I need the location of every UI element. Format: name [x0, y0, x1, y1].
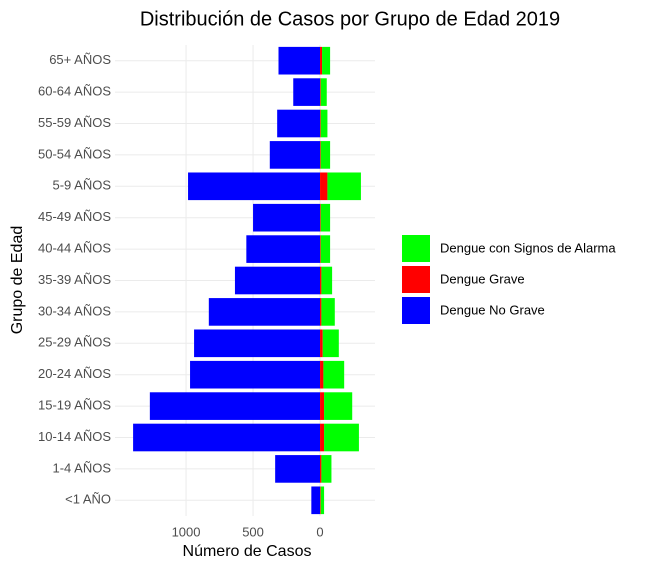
bar — [194, 329, 321, 358]
bar — [321, 266, 333, 295]
bar — [188, 172, 321, 201]
bar — [277, 109, 321, 138]
bar — [320, 329, 323, 358]
bar — [327, 172, 361, 201]
bar — [234, 266, 321, 295]
bar — [320, 298, 322, 326]
y-tick-label: 35-39 AÑOS — [38, 272, 111, 287]
y-tick-label: 50-54 AÑOS — [38, 146, 111, 161]
legend-label: Dengue Grave — [440, 271, 525, 286]
y-tick-label: 45-49 AÑOS — [38, 209, 111, 224]
bar — [253, 203, 321, 232]
legend-label: Dengue con Signos de Alarma — [440, 240, 616, 255]
bar — [269, 141, 321, 169]
y-tick-label: <1 AÑO — [65, 492, 111, 507]
bar — [320, 235, 331, 263]
bar — [320, 141, 331, 169]
bar — [322, 329, 339, 358]
bar — [320, 455, 322, 483]
y-tick-label: 60-64 AÑOS — [38, 84, 111, 99]
y-tick-label: 10-14 AÑOS — [38, 429, 111, 444]
y-tick-label: 65+ AÑOS — [49, 52, 111, 67]
bar — [321, 298, 335, 326]
y-tick-label: 25-29 AÑOS — [38, 335, 111, 350]
bar — [322, 46, 331, 75]
x-tick-label: 0 — [316, 524, 323, 539]
x-tick-label: 1000 — [172, 524, 201, 539]
bar — [275, 455, 321, 483]
bar — [293, 78, 321, 106]
x-tick-label: 500 — [242, 524, 264, 539]
bar — [323, 360, 345, 389]
bar — [320, 109, 328, 138]
bar — [320, 78, 321, 106]
bar — [246, 235, 321, 263]
bar — [320, 46, 323, 75]
bar — [311, 486, 321, 515]
bar — [324, 423, 359, 452]
bar — [320, 203, 321, 232]
bar — [320, 266, 322, 295]
y-tick-label: 55-59 AÑOS — [38, 115, 111, 130]
bar — [208, 298, 321, 326]
x-axis-title: Número de Casos — [183, 543, 312, 560]
y-tick-label: 1-4 AÑOS — [52, 460, 111, 475]
legend-key — [402, 297, 430, 324]
bar — [320, 109, 321, 138]
bar — [320, 78, 327, 106]
bar — [321, 455, 332, 483]
y-tick-label: 30-34 AÑOS — [38, 303, 111, 318]
bar — [190, 360, 321, 389]
y-tick-label: 5-9 AÑOS — [52, 178, 111, 193]
bar — [320, 486, 321, 515]
bar — [320, 360, 324, 389]
y-tick-label: 40-44 AÑOS — [38, 241, 111, 256]
bar — [320, 141, 321, 169]
legend-key — [402, 235, 430, 262]
y-tick-label: 20-24 AÑOS — [38, 366, 111, 381]
bar — [324, 392, 353, 420]
legend-key — [402, 266, 430, 293]
y-tick-label: 15-19 AÑOS — [38, 398, 111, 413]
chart-title: Distribución de Casos por Grupo de Edad … — [140, 8, 560, 30]
bar — [320, 235, 321, 263]
bar — [320, 392, 325, 420]
bar — [320, 172, 328, 201]
legend-label: Dengue No Grave — [440, 302, 545, 317]
bar — [149, 392, 321, 420]
y-axis-title: Grupo de Edad — [9, 226, 26, 335]
bar — [278, 46, 321, 75]
bar — [320, 203, 331, 232]
bar — [320, 486, 325, 515]
bar — [133, 423, 321, 452]
bar — [320, 423, 325, 452]
